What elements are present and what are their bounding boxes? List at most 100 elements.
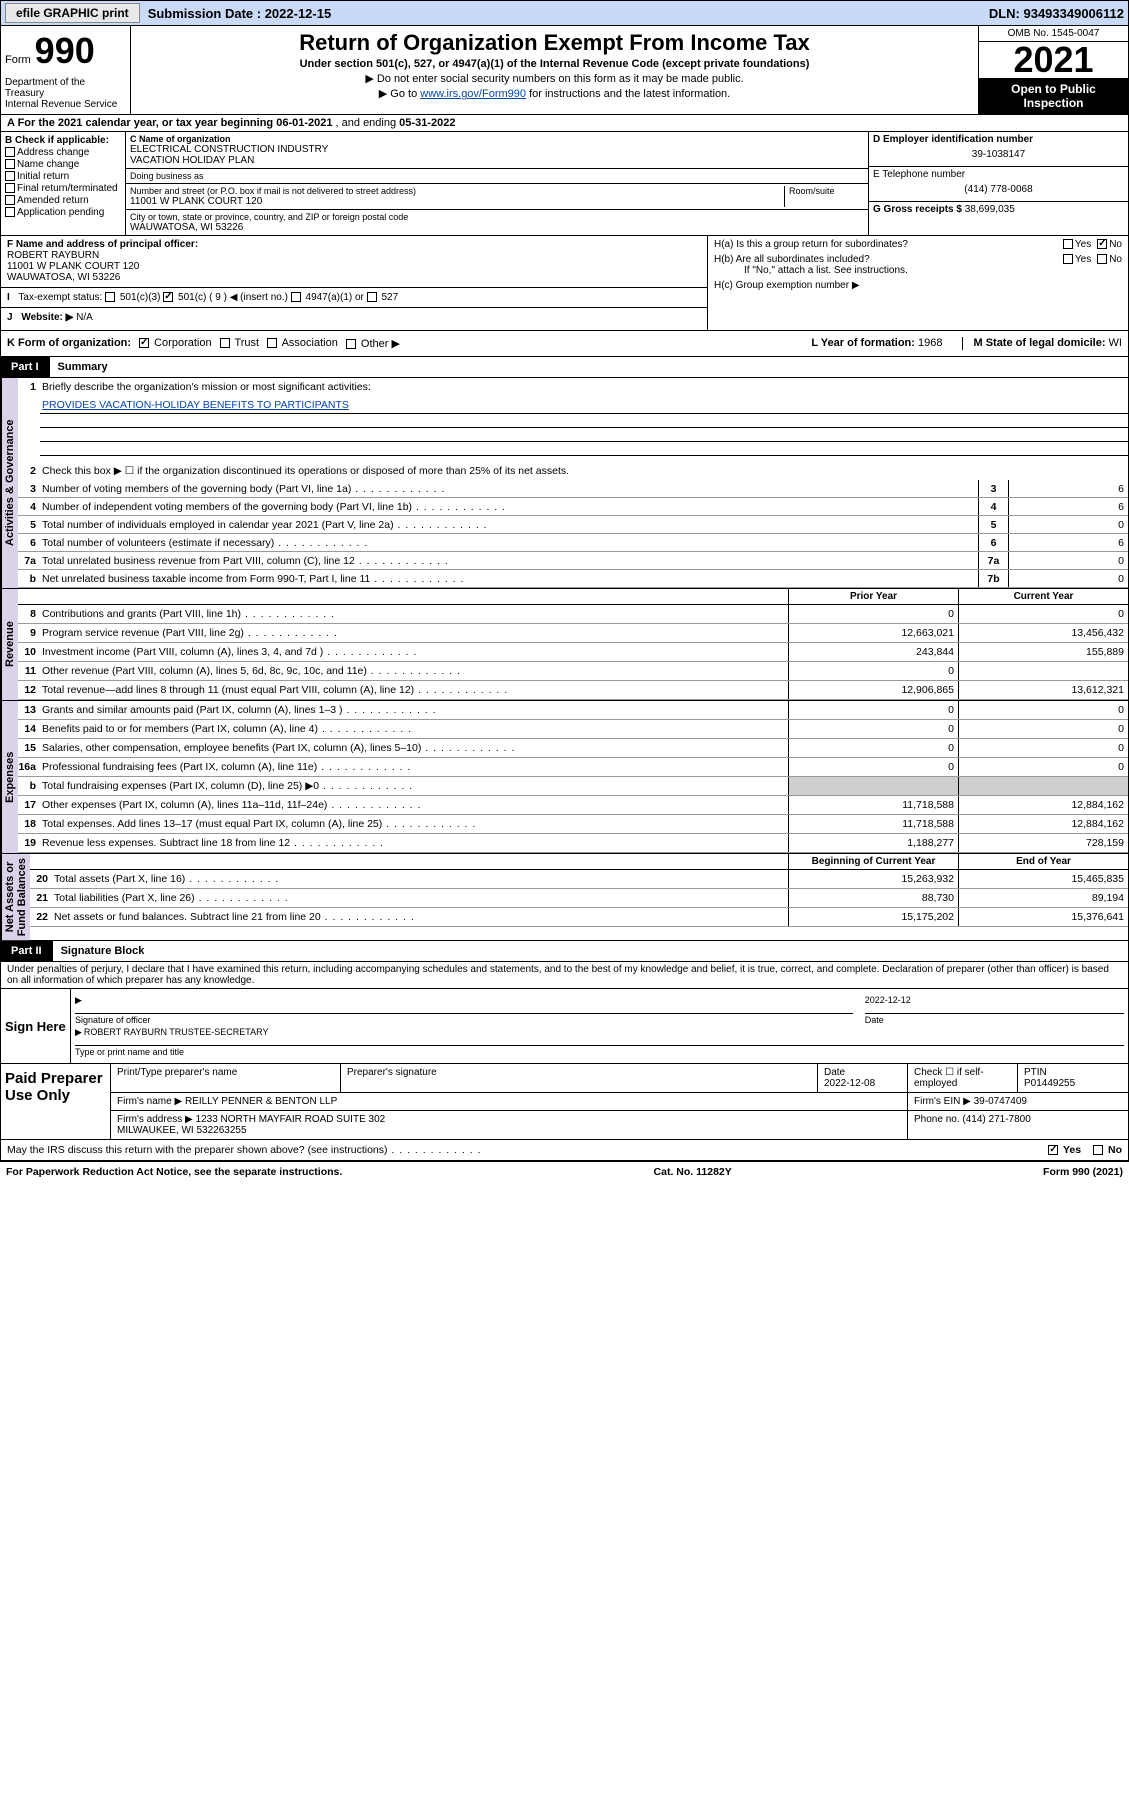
top-bar: efile GRAPHIC print Submission Date : 20… [0,0,1129,26]
firm-phone-lbl: Phone no. [914,1114,960,1125]
exp-prior-14: 0 [788,720,958,738]
firm-name-lbl: Firm's name ▶ [117,1096,182,1107]
chk-501c[interactable] [163,292,173,302]
chk-name-change[interactable]: Name change [5,159,121,170]
na-label: Net Assets or Fund Balances [1,854,30,940]
gross-receipts-label: G Gross receipts $ [873,204,962,215]
website-label: Website: ▶ [21,312,73,323]
pp-ptin-hdr: PTIN [1024,1067,1122,1078]
opt-501c: 501(c) ( 9 ) ◀ (insert no.) [178,292,288,303]
ha-no-chk[interactable] [1097,239,1107,249]
chk-initial-return[interactable]: Initial return [5,171,121,182]
na-line-22: 22 Net assets or fund balances. Subtract… [30,908,1128,927]
rev-line-11: 11 Other revenue (Part VIII, column (A),… [18,662,1128,681]
rev-prior-9: 12,663,021 [788,624,958,642]
city-value: WAUWATOSA, WI 53226 [130,222,864,233]
chk-4947[interactable] [291,292,301,302]
chk-address-change[interactable]: Address change [5,147,121,158]
ein-label: D Employer identification number [873,134,1124,145]
gov-desc-4: Number of independent voting members of … [40,499,978,515]
opt-4947: 4947(a)(1) or [306,292,364,303]
ha-no: No [1109,239,1122,250]
pp-date: 2022-12-08 [824,1078,901,1089]
page-footer: For Paperwork Reduction Act Notice, see … [0,1162,1129,1182]
exp-curr-13: 0 [958,701,1128,719]
rev-line-12: 12 Total revenue—add lines 8 through 11 … [18,681,1128,700]
hb-no: No [1109,254,1122,265]
chk-501c3[interactable] [105,292,115,302]
chk-amended-return[interactable]: Amended return [5,195,121,206]
chk-final-return[interactable]: Final return/terminated [5,183,121,194]
line-a: A For the 2021 calendar year, or tax yea… [0,115,1129,132]
line-a-prefix: A For the 2021 calendar year, or tax yea… [7,117,276,129]
gov-line-4: 4 Number of independent voting members o… [18,498,1128,516]
ha-yes-chk[interactable] [1063,239,1073,249]
exp-prior-b [788,777,958,795]
dept-label: Department of the Treasury Internal Reve… [5,77,126,110]
name-title-label: Type or print name and title [75,1045,1124,1057]
exp-desc-18: Total expenses. Add lines 13–17 (must eq… [40,815,788,833]
inspection-badge: Open to Public Inspection [979,78,1128,114]
rev-line-9: 9 Program service revenue (Part VIII, li… [18,624,1128,643]
chk-corp[interactable] [139,338,149,348]
officer-label: F Name and address of principal officer: [7,239,198,250]
may-irs-row: May the IRS discuss this return with the… [0,1140,1129,1162]
rev-prior-12: 12,906,865 [788,681,958,699]
rev-desc-10: Investment income (Part VIII, column (A)… [40,643,788,661]
addr-label: Number and street (or P.O. box if mail i… [130,186,784,196]
gov-val-7a: 0 [1008,552,1128,569]
chk-other[interactable] [346,339,356,349]
hb-no-chk[interactable] [1097,254,1107,264]
ha-yes: Yes [1075,239,1091,250]
sig-officer-label: Signature of officer [75,1013,853,1025]
exp-desc-14: Benefits paid to or for members (Part IX… [40,720,788,738]
rev-curr-9: 13,456,432 [958,624,1128,642]
gov-val-6: 6 [1008,534,1128,551]
sub3-post: for instructions and the latest informat… [526,88,730,100]
gov-box-5: 5 [978,516,1008,533]
exp-line-16a: 16a Professional fundraising fees (Part … [18,758,1128,777]
rev-desc-11: Other revenue (Part VIII, column (A), li… [40,662,788,680]
hdr-prior: Prior Year [788,589,958,604]
ha-label: H(a) Is this a group return for subordin… [714,239,1063,250]
na-desc-22: Net assets or fund balances. Subtract li… [52,908,788,926]
gov-line-6: 6 Total number of volunteers (estimate i… [18,534,1128,552]
sig-date-label: Date [865,1013,1124,1025]
hdr-curr: Current Year [958,589,1128,604]
rev-prior-11: 0 [788,662,958,680]
chk-trust[interactable] [220,338,230,348]
exp-line-17: 17 Other expenses (Part IX, column (A), … [18,796,1128,815]
tax-year: 2021 [979,42,1128,78]
part1-header: Part I Summary [0,357,1129,378]
form-subtitle-3: ▶ Go to www.irs.gov/Form990 for instruct… [139,87,970,100]
dln-number: DLN: 93493349006112 [989,6,1124,21]
hb-yes-chk[interactable] [1063,254,1073,264]
exp-prior-19: 1,188,277 [788,834,958,852]
chk-assoc[interactable] [267,338,277,348]
chk-527[interactable] [367,292,377,302]
exp-curr-16a: 0 [958,758,1128,776]
form990-link[interactable]: www.irs.gov/Form990 [420,88,526,100]
officer-value: ROBERT RAYBURN 11001 W PLANK COURT 120 W… [7,250,701,283]
pp-selfemp[interactable]: Check ☐ if self-employed [908,1064,1018,1092]
na-desc-21: Total liabilities (Part X, line 26) [52,889,788,907]
pp-name-hdr: Print/Type preparer's name [111,1064,341,1092]
exp-desc-19: Revenue less expenses. Subtract line 18 … [40,834,788,852]
chk-name-change-label: Name change [17,159,79,170]
rev-curr-11 [958,662,1128,680]
netassets-section: Net Assets or Fund Balances Beginning of… [0,854,1129,941]
firm-phone: (414) 271-7800 [962,1114,1030,1125]
dba-label: Doing business as [130,171,864,181]
exp-prior-18: 11,718,588 [788,815,958,833]
exp-prior-17: 11,718,588 [788,796,958,814]
efile-print-button[interactable]: efile GRAPHIC print [5,3,140,23]
na-end-22: 15,376,641 [958,908,1128,926]
chk-application-pending[interactable]: Application pending [5,207,121,218]
may-irs-no-chk[interactable] [1093,1145,1103,1155]
may-irs-yes-chk[interactable] [1048,1145,1058,1155]
hdr-end: End of Year [958,854,1128,869]
part2-title: Signature Block [52,941,1128,961]
exp-curr-18: 12,884,162 [958,815,1128,833]
rev-desc-8: Contributions and grants (Part VIII, lin… [40,605,788,623]
k-label: K Form of organization: [7,337,131,350]
